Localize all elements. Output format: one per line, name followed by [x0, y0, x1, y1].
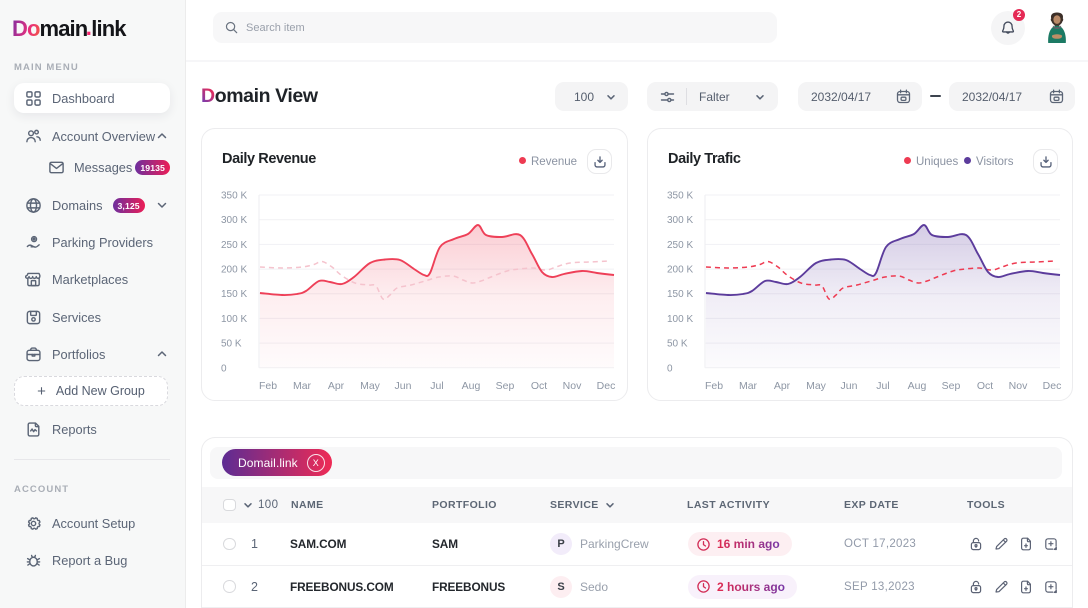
svg-text:150 K: 150 K — [667, 289, 693, 300]
svg-text:150 K: 150 K — [221, 289, 247, 300]
svg-text:Sep: Sep — [942, 380, 961, 392]
svg-text:250 K: 250 K — [667, 240, 693, 251]
svg-text:Dec: Dec — [1043, 380, 1062, 392]
svg-text:May: May — [806, 380, 827, 392]
svg-text:Nov: Nov — [1009, 380, 1028, 392]
svg-text:Dec: Dec — [597, 380, 616, 392]
svg-text:200 K: 200 K — [667, 265, 693, 276]
svg-text:Nov: Nov — [563, 380, 582, 392]
svg-text:Oct: Oct — [531, 380, 547, 392]
svg-text:Aug: Aug — [908, 380, 927, 392]
svg-text:300 K: 300 K — [667, 215, 693, 226]
svg-text:200 K: 200 K — [221, 265, 247, 276]
svg-text:350 K: 350 K — [221, 191, 247, 202]
svg-text:Apr: Apr — [328, 380, 345, 392]
svg-text:May: May — [360, 380, 381, 392]
svg-text:50 K: 50 K — [221, 339, 242, 350]
svg-text:Aug: Aug — [462, 380, 481, 392]
svg-text:350 K: 350 K — [667, 191, 693, 202]
svg-text:0: 0 — [667, 363, 673, 374]
svg-text:Jul: Jul — [430, 380, 443, 392]
svg-text:50 K: 50 K — [667, 339, 688, 350]
svg-text:250 K: 250 K — [221, 240, 247, 251]
svg-text:100 K: 100 K — [667, 314, 693, 325]
svg-text:Mar: Mar — [739, 380, 758, 392]
svg-text:300 K: 300 K — [221, 215, 247, 226]
svg-text:Sep: Sep — [496, 380, 515, 392]
svg-text:Jun: Jun — [395, 380, 412, 392]
svg-text:Feb: Feb — [705, 380, 723, 392]
svg-text:Apr: Apr — [774, 380, 791, 392]
svg-text:0: 0 — [221, 363, 227, 374]
svg-text:Jul: Jul — [876, 380, 889, 392]
svg-text:Oct: Oct — [977, 380, 993, 392]
svg-text:100 K: 100 K — [221, 314, 247, 325]
svg-text:Feb: Feb — [259, 380, 277, 392]
svg-text:Jun: Jun — [841, 380, 858, 392]
svg-text:Mar: Mar — [293, 380, 312, 392]
